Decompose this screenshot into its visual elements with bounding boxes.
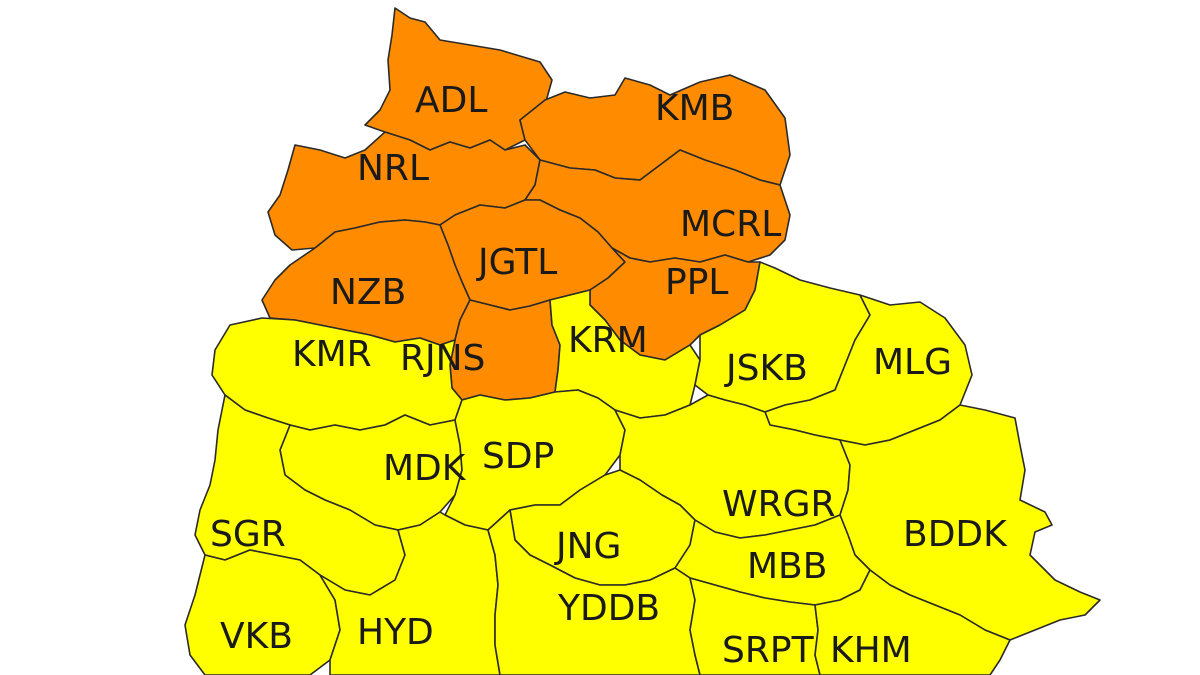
label-jng: JNG	[554, 526, 621, 567]
label-nzb: NZB	[330, 272, 406, 313]
district-khm[interactable]	[814, 569, 1011, 675]
label-sgr: SGR	[210, 514, 286, 555]
label-adl: ADL	[415, 80, 487, 121]
label-jskb: JSKB	[724, 348, 808, 389]
label-ppl: PPL	[665, 262, 728, 303]
label-hyd: HYD	[357, 612, 434, 653]
label-yddb: YDDB	[557, 588, 660, 629]
label-mlg: MLG	[873, 342, 952, 383]
label-wrgr: WRGR	[722, 484, 836, 525]
label-rjns: RJNS	[400, 338, 485, 379]
label-jgtl: JGTL	[476, 242, 557, 283]
label-krm: KRM	[568, 320, 648, 361]
district-krm[interactable]	[549, 289, 701, 419]
label-mcrl: MCRL	[680, 204, 781, 245]
label-khm: KHM	[830, 630, 912, 671]
yellow-region	[184, 261, 1101, 675]
label-kmb: KMB	[655, 88, 734, 129]
label-nrl: NRL	[357, 148, 429, 189]
label-kmr: KMR	[292, 334, 372, 375]
label-sdp: SDP	[482, 436, 554, 477]
label-srpt: SRPT	[722, 630, 815, 671]
district-labels: ADL KMB NRL MCRL JGTL PPL NZB RJNS KMR K…	[210, 80, 1008, 671]
label-mbb: MBB	[747, 546, 827, 587]
label-bddk: BDDK	[903, 514, 1008, 555]
label-vkb: VKB	[220, 616, 293, 657]
orange-region	[261, 7, 791, 401]
label-mdk: MDK	[383, 448, 467, 489]
